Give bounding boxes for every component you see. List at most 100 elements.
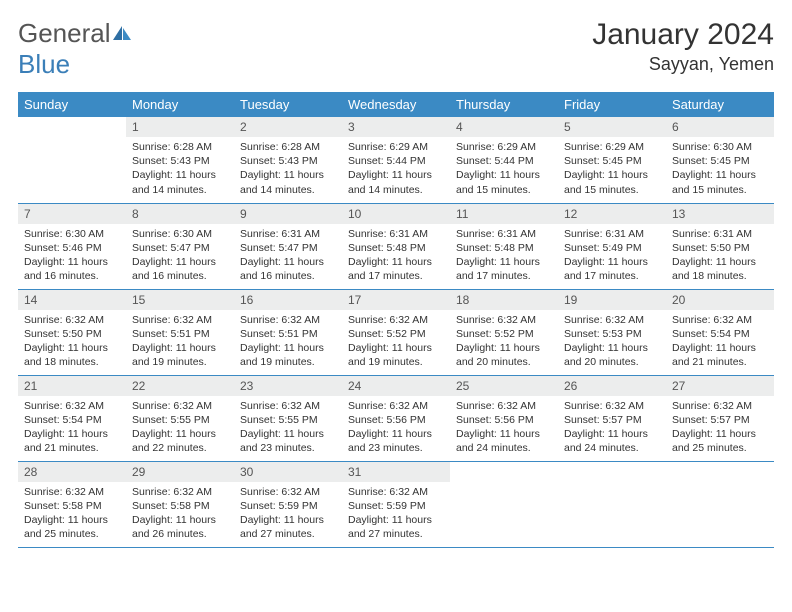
header: GeneralBlue January 2024 Sayyan, Yemen [18,18,774,80]
logo-general: General [18,18,111,48]
day-number: 16 [234,290,342,310]
calendar-cell: 19Sunrise: 6:32 AMSunset: 5:53 PMDayligh… [558,289,666,375]
calendar-cell: 4Sunrise: 6:29 AMSunset: 5:44 PMDaylight… [450,117,558,203]
logo-blue: Blue [18,49,70,79]
day-content: Sunrise: 6:31 AMSunset: 5:48 PMDaylight:… [342,224,450,288]
day-number: 5 [558,117,666,137]
day-content: Sunrise: 6:32 AMSunset: 5:58 PMDaylight:… [126,482,234,546]
day-content: Sunrise: 6:31 AMSunset: 5:50 PMDaylight:… [666,224,774,288]
calendar-cell: 15Sunrise: 6:32 AMSunset: 5:51 PMDayligh… [126,289,234,375]
day-content: Sunrise: 6:32 AMSunset: 5:55 PMDaylight:… [126,396,234,460]
day-number: 4 [450,117,558,137]
calendar-cell: 5Sunrise: 6:29 AMSunset: 5:45 PMDaylight… [558,117,666,203]
calendar-cell: 7Sunrise: 6:30 AMSunset: 5:46 PMDaylight… [18,203,126,289]
day-content: Sunrise: 6:31 AMSunset: 5:47 PMDaylight:… [234,224,342,288]
day-content: Sunrise: 6:30 AMSunset: 5:46 PMDaylight:… [18,224,126,288]
calendar-cell: 24Sunrise: 6:32 AMSunset: 5:56 PMDayligh… [342,375,450,461]
calendar-cell: 30Sunrise: 6:32 AMSunset: 5:59 PMDayligh… [234,461,342,547]
calendar-cell: 20Sunrise: 6:32 AMSunset: 5:54 PMDayligh… [666,289,774,375]
day-number: 27 [666,376,774,396]
calendar-cell: 21Sunrise: 6:32 AMSunset: 5:54 PMDayligh… [18,375,126,461]
day-content: Sunrise: 6:29 AMSunset: 5:45 PMDaylight:… [558,137,666,201]
day-number: 28 [18,462,126,482]
day-number: 24 [342,376,450,396]
day-number: 14 [18,290,126,310]
calendar-cell: .. [666,461,774,547]
day-number: 29 [126,462,234,482]
day-content: Sunrise: 6:32 AMSunset: 5:58 PMDaylight:… [18,482,126,546]
calendar-cell: 12Sunrise: 6:31 AMSunset: 5:49 PMDayligh… [558,203,666,289]
calendar-row: 28Sunrise: 6:32 AMSunset: 5:58 PMDayligh… [18,461,774,547]
day-content: Sunrise: 6:30 AMSunset: 5:47 PMDaylight:… [126,224,234,288]
day-content: Sunrise: 6:32 AMSunset: 5:56 PMDaylight:… [450,396,558,460]
location: Sayyan, Yemen [592,54,774,75]
calendar-cell: 16Sunrise: 6:32 AMSunset: 5:51 PMDayligh… [234,289,342,375]
day-content: Sunrise: 6:32 AMSunset: 5:54 PMDaylight:… [18,396,126,460]
calendar-cell: 6Sunrise: 6:30 AMSunset: 5:45 PMDaylight… [666,117,774,203]
day-number: 17 [342,290,450,310]
weekday-wednesday: Wednesday [342,92,450,117]
calendar-cell: 8Sunrise: 6:30 AMSunset: 5:47 PMDaylight… [126,203,234,289]
day-number: 9 [234,204,342,224]
weekday-tuesday: Tuesday [234,92,342,117]
logo: GeneralBlue [18,18,133,80]
day-content: Sunrise: 6:32 AMSunset: 5:53 PMDaylight:… [558,310,666,374]
day-content: Sunrise: 6:32 AMSunset: 5:59 PMDaylight:… [342,482,450,546]
day-content: Sunrise: 6:32 AMSunset: 5:52 PMDaylight:… [342,310,450,374]
calendar-row: 7Sunrise: 6:30 AMSunset: 5:46 PMDaylight… [18,203,774,289]
calendar-cell: .. [18,117,126,203]
day-number: 6 [666,117,774,137]
calendar-row: ..1Sunrise: 6:28 AMSunset: 5:43 PMDaylig… [18,117,774,203]
calendar-cell: .. [558,461,666,547]
calendar-cell: 3Sunrise: 6:29 AMSunset: 5:44 PMDaylight… [342,117,450,203]
calendar-cell: 18Sunrise: 6:32 AMSunset: 5:52 PMDayligh… [450,289,558,375]
day-number: 1 [126,117,234,137]
day-number: 31 [342,462,450,482]
day-content: Sunrise: 6:32 AMSunset: 5:59 PMDaylight:… [234,482,342,546]
day-number: 26 [558,376,666,396]
logo-text: GeneralBlue [18,18,133,80]
calendar-cell: 13Sunrise: 6:31 AMSunset: 5:50 PMDayligh… [666,203,774,289]
calendar-cell: 28Sunrise: 6:32 AMSunset: 5:58 PMDayligh… [18,461,126,547]
calendar-cell: 2Sunrise: 6:28 AMSunset: 5:43 PMDaylight… [234,117,342,203]
day-number: 12 [558,204,666,224]
day-number: 18 [450,290,558,310]
day-number: 11 [450,204,558,224]
day-number: 2 [234,117,342,137]
day-content: Sunrise: 6:31 AMSunset: 5:49 PMDaylight:… [558,224,666,288]
day-content: Sunrise: 6:32 AMSunset: 5:54 PMDaylight:… [666,310,774,374]
day-content: Sunrise: 6:32 AMSunset: 5:55 PMDaylight:… [234,396,342,460]
weekday-friday: Friday [558,92,666,117]
day-content: Sunrise: 6:32 AMSunset: 5:57 PMDaylight:… [666,396,774,460]
weekday-sunday: Sunday [18,92,126,117]
calendar-cell: .. [450,461,558,547]
calendar-head: SundayMondayTuesdayWednesdayThursdayFrid… [18,92,774,117]
day-content: Sunrise: 6:31 AMSunset: 5:48 PMDaylight:… [450,224,558,288]
logo-sail-icon [111,24,133,42]
calendar-cell: 11Sunrise: 6:31 AMSunset: 5:48 PMDayligh… [450,203,558,289]
day-number: 13 [666,204,774,224]
day-content: Sunrise: 6:32 AMSunset: 5:52 PMDaylight:… [450,310,558,374]
calendar-cell: 22Sunrise: 6:32 AMSunset: 5:55 PMDayligh… [126,375,234,461]
calendar-cell: 25Sunrise: 6:32 AMSunset: 5:56 PMDayligh… [450,375,558,461]
day-content: Sunrise: 6:32 AMSunset: 5:56 PMDaylight:… [342,396,450,460]
day-number: 7 [18,204,126,224]
day-number: 19 [558,290,666,310]
calendar-cell: 26Sunrise: 6:32 AMSunset: 5:57 PMDayligh… [558,375,666,461]
calendar-cell: 27Sunrise: 6:32 AMSunset: 5:57 PMDayligh… [666,375,774,461]
day-content: Sunrise: 6:32 AMSunset: 5:51 PMDaylight:… [234,310,342,374]
day-number: 10 [342,204,450,224]
calendar-cell: 14Sunrise: 6:32 AMSunset: 5:50 PMDayligh… [18,289,126,375]
day-content: Sunrise: 6:30 AMSunset: 5:45 PMDaylight:… [666,137,774,201]
calendar-cell: 1Sunrise: 6:28 AMSunset: 5:43 PMDaylight… [126,117,234,203]
calendar-body: ..1Sunrise: 6:28 AMSunset: 5:43 PMDaylig… [18,117,774,547]
day-number: 3 [342,117,450,137]
calendar-cell: 17Sunrise: 6:32 AMSunset: 5:52 PMDayligh… [342,289,450,375]
calendar-cell: 23Sunrise: 6:32 AMSunset: 5:55 PMDayligh… [234,375,342,461]
calendar-cell: 29Sunrise: 6:32 AMSunset: 5:58 PMDayligh… [126,461,234,547]
day-number: 21 [18,376,126,396]
day-content: Sunrise: 6:32 AMSunset: 5:51 PMDaylight:… [126,310,234,374]
calendar-row: 21Sunrise: 6:32 AMSunset: 5:54 PMDayligh… [18,375,774,461]
weekday-monday: Monday [126,92,234,117]
day-number: 23 [234,376,342,396]
